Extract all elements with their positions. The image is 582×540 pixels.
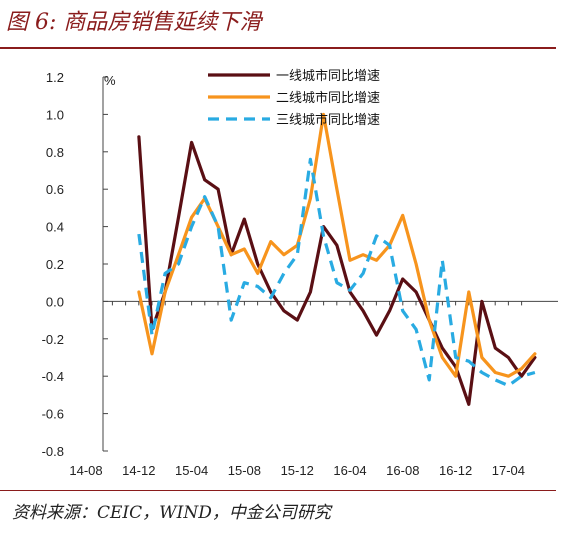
legend-label-2: 二线城市同比增速 [276, 90, 380, 106]
legend-label-3: 三线城市同比增速 [276, 112, 380, 128]
x-tick-label: 14-12 [122, 463, 155, 478]
y-tick-label: -0.6 [42, 407, 64, 422]
y-tick-label: 0.6 [46, 182, 64, 197]
chart-series [137, 112, 537, 406]
series-line-1 [137, 135, 537, 406]
legend-label-1: 一线城市同比增速 [276, 68, 380, 84]
y-tick-label: 0.4 [46, 220, 64, 235]
x-tick-label: 16-04 [333, 463, 366, 478]
y-tick-label: 0.8 [46, 145, 64, 160]
source-note: 资料来源：CEIC，WIND，中金公司研究 [12, 503, 331, 523]
x-tick-label: 16-12 [439, 463, 472, 478]
x-tick-label: 15-08 [228, 463, 261, 478]
y-tick-label: -0.2 [42, 332, 64, 347]
y-tick-label: 1.0 [46, 107, 64, 122]
x-tick-label: 14-08 [69, 463, 102, 478]
series-line-3 [137, 157, 536, 388]
chart-title: 图 6: 商品房销售延续下滑 [6, 10, 262, 35]
y-axis-unit: % [104, 73, 116, 88]
y-tick-label: 1.2 [46, 70, 64, 85]
y-tick-label: 0.0 [46, 294, 64, 309]
y-tick-label: -0.4 [42, 369, 64, 384]
x-tick-label: 17-04 [492, 463, 525, 478]
chart-axes: 1.2 1.0 0.8 0.6 0.4 0.2 0.0 -0.2 -0.4 -0.6 -0.8% 14… [42, 70, 558, 478]
y-tick-label: 0.2 [46, 257, 64, 272]
x-tick-label: 15-04 [175, 463, 208, 478]
title-divider [0, 47, 556, 49]
x-tick-label: 16-08 [386, 463, 419, 478]
source-divider [0, 490, 556, 491]
y-tick-label: -0.8 [42, 444, 64, 459]
x-tick-label: 15-12 [281, 463, 314, 478]
